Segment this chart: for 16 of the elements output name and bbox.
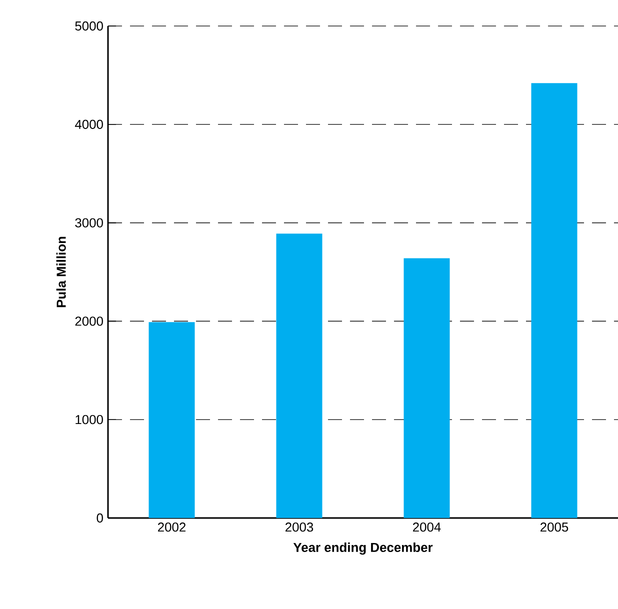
y-tick-label: 5000 [75,21,103,31]
bar [404,258,450,518]
y-tick-label: 3000 [75,218,103,228]
bar [531,83,578,518]
bar [148,322,195,518]
bar [276,234,322,518]
x-tick-label: 2005 [540,522,568,532]
y-tick-label: 2000 [75,316,103,326]
y-tick-label: 1000 [76,415,103,424]
x-tick-label: 2003 [286,522,314,532]
y-axis-title: Pula Million [56,236,66,308]
x-tick-label: 2004 [413,522,441,532]
y-tick-label: 0 [96,513,103,523]
y-tick-label: 4000 [74,120,103,129]
x-tick-label: 2002 [158,522,186,532]
x-axis-title: Year ending December [293,542,433,555]
